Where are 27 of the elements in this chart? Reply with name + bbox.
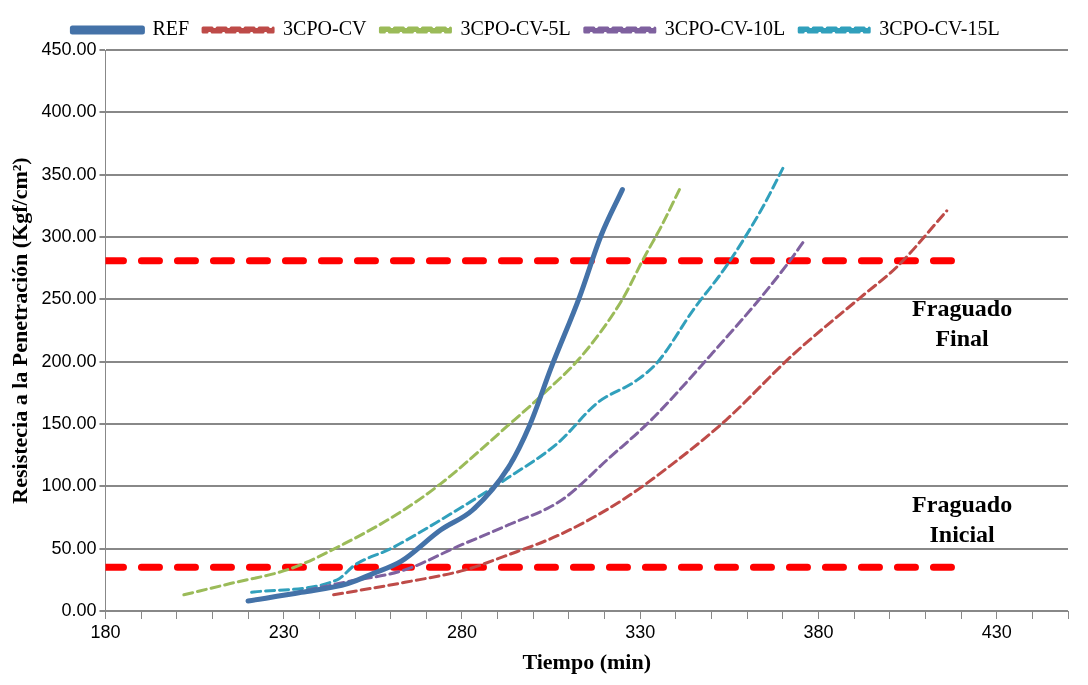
legend-label: 3CPO-CV-5L — [460, 17, 571, 40]
y-tick-label: 50.00 — [51, 537, 97, 558]
x-tick-label: 280 — [446, 621, 477, 642]
y-tick-label: 300.00 — [41, 225, 97, 246]
y-tick-label: 200.00 — [41, 350, 97, 371]
y-tick-label: 150.00 — [41, 412, 97, 433]
legend-label: 3CPO-CV-10L — [664, 17, 786, 40]
annotation: Fraguado Inicial — [912, 491, 1013, 548]
y-tick-label: 350.00 — [41, 163, 97, 184]
line-series — [182, 188, 681, 597]
y-tick-label: 400.00 — [41, 101, 97, 122]
legend-label: 3CPO-CV — [283, 17, 367, 40]
x-tick-label: 380 — [803, 621, 834, 642]
legend-label: REF — [152, 17, 190, 40]
x-tick-label: 230 — [268, 621, 299, 642]
x-tick-label: 180 — [90, 621, 121, 642]
annotation: Fraguado Final — [912, 295, 1013, 352]
x-tick-label: 330 — [625, 621, 656, 642]
y-tick-label: 450.00 — [41, 38, 97, 59]
legend-label: 3CPO-CV-15L — [879, 17, 1000, 40]
x-axis-title: Tiempo (min) — [522, 649, 651, 675]
y-tick-label: 250.00 — [41, 288, 97, 309]
line-series — [250, 166, 785, 594]
x-tick-label: 430 — [981, 621, 1012, 642]
y-tick-label: 100.00 — [41, 475, 97, 496]
y-tick-label: 0.00 — [61, 599, 97, 620]
y-axis-title: Resistecia a la Penetración (Kgf/cm²) — [6, 157, 32, 504]
